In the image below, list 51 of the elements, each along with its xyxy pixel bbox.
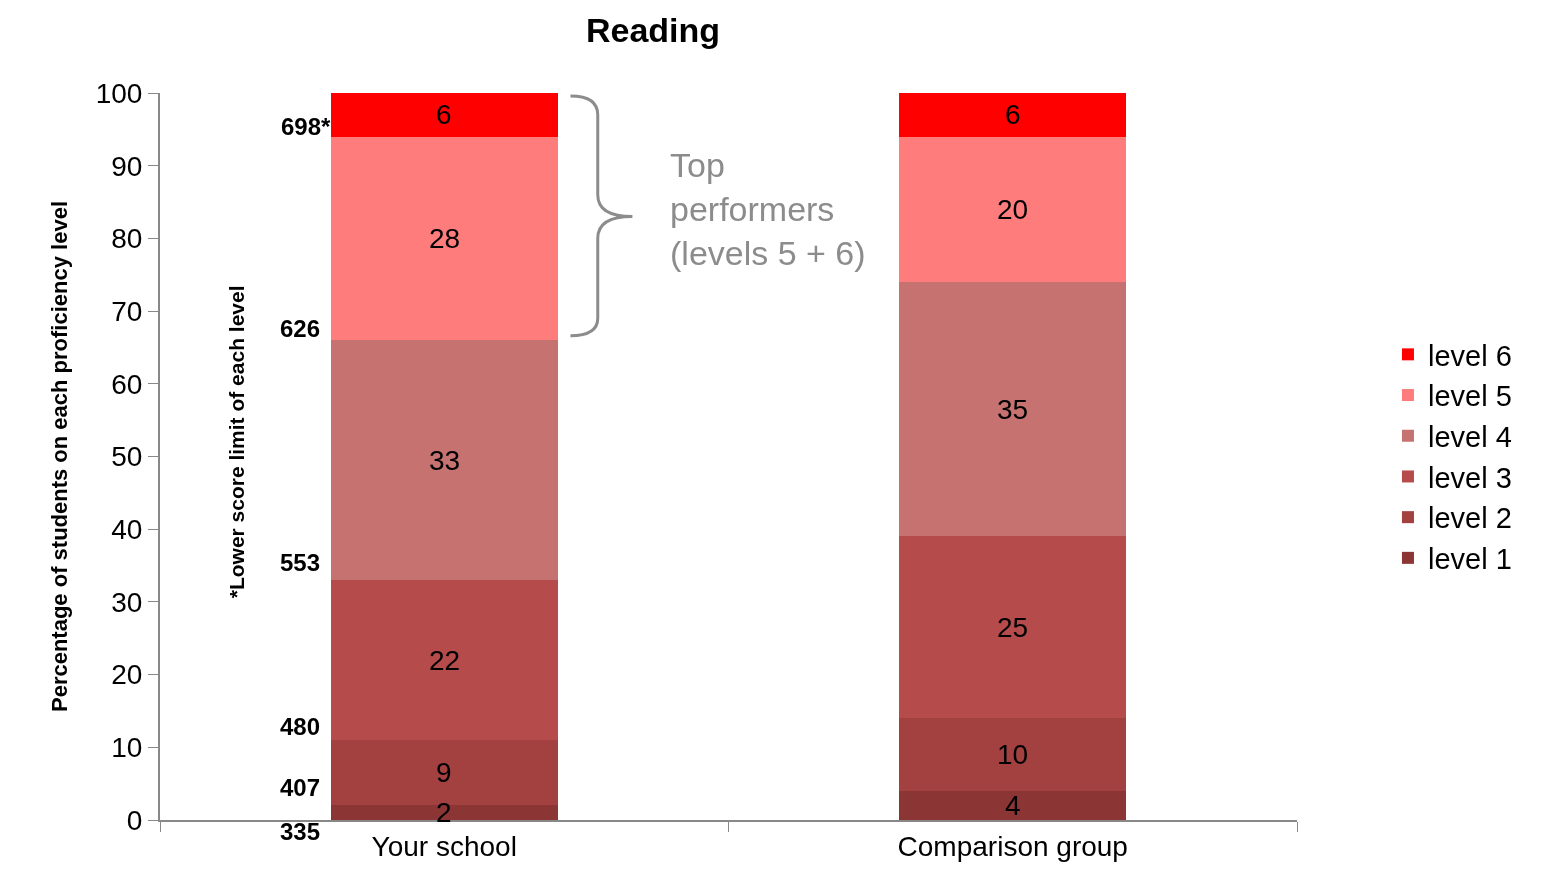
data-label: 4 <box>1005 790 1021 821</box>
bar <box>899 718 1127 791</box>
bar <box>330 136 558 341</box>
bar <box>899 136 1127 283</box>
data-label: 33 <box>429 445 461 476</box>
legend-label: level 4 <box>1427 421 1512 454</box>
y-tick-label: 100 <box>95 77 143 109</box>
annotation: Top performers (levels 5 + 6) <box>670 146 866 273</box>
data-label: 25 <box>997 612 1029 643</box>
y-tick-label: 70 <box>111 295 143 327</box>
data-label: 10 <box>997 739 1029 770</box>
y-tick-label: 60 <box>111 368 143 400</box>
data-label: 20 <box>997 194 1029 225</box>
y-tick-label: 30 <box>111 586 143 618</box>
bar <box>899 93 1127 137</box>
data-label: 22 <box>429 645 461 676</box>
x-tick-label: Comparison group <box>897 830 1128 862</box>
y-axis-title: Percentage of students on each proficiency level <box>46 200 72 713</box>
y-tick-label: 10 <box>111 732 143 764</box>
data-label: 6 <box>436 99 452 130</box>
y-tick-label: 20 <box>111 659 143 691</box>
annotation: 480 <box>280 713 321 740</box>
y-tick-label: 50 <box>111 441 143 473</box>
chart-title: Reading <box>585 10 721 49</box>
data-label: 35 <box>997 394 1029 425</box>
data-label: 9 <box>436 757 452 788</box>
y-tick-label: 80 <box>111 223 143 255</box>
y-tick-label: 90 <box>111 150 143 182</box>
annotation: 553 <box>280 549 321 576</box>
bar <box>330 340 558 581</box>
data-label: 28 <box>429 223 461 254</box>
annotation: 698* <box>281 113 332 140</box>
legend-label: level 1 <box>1427 543 1512 576</box>
bar <box>330 93 558 137</box>
y-tick-label: 0 <box>126 804 143 836</box>
bar <box>899 790 1127 820</box>
annotation: 335 <box>280 818 321 845</box>
bar <box>899 282 1127 537</box>
bar <box>330 580 558 741</box>
annotation: 626 <box>280 315 321 342</box>
bar <box>899 536 1127 719</box>
annotation: *Lower score limit of each level <box>225 285 249 599</box>
data-label: 6 <box>1005 99 1021 130</box>
y-tick-label: 40 <box>111 514 143 545</box>
annotation: 407 <box>280 774 321 801</box>
bar <box>330 805 558 820</box>
x-tick-label: Your school <box>371 830 517 862</box>
legend-label: level 2 <box>1427 502 1512 535</box>
legend-label: level 5 <box>1427 380 1512 413</box>
legend-label: level 3 <box>1427 461 1512 494</box>
legend-label: level 6 <box>1427 339 1512 372</box>
